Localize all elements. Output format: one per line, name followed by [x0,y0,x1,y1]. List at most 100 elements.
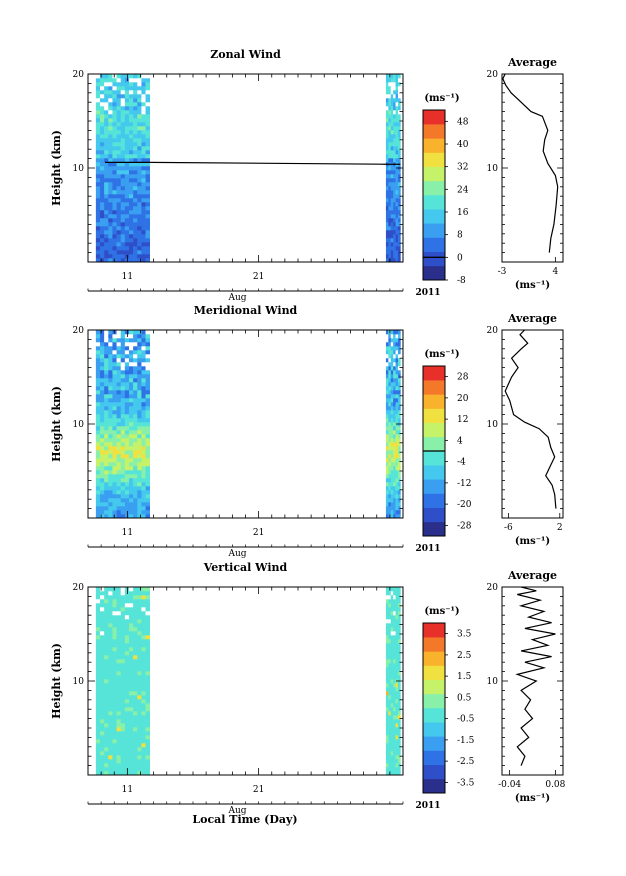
colorbar-tick-label: -2.5 [457,757,475,767]
heatmap-cell [120,410,126,415]
heatmap-cell [393,358,396,363]
heatmap-cell [112,703,117,708]
heatmap-cell [112,767,117,772]
heatmap-cell [388,647,392,652]
heatmap-cell [145,422,150,427]
heatmap-cell [141,735,146,740]
heatmap-cell [95,102,101,107]
colorbar-swatch [423,408,445,423]
heatmap-cell [128,414,134,419]
heatmap-cell [141,763,146,768]
heatmap-cell [124,350,130,355]
heatmap-cell [120,751,126,756]
heatmap-cell [112,110,117,115]
heatmap-cell [393,595,396,600]
heatmap-cell [133,631,138,636]
heatmap-cell [120,230,126,235]
heatmap-cell [390,603,394,608]
heatmap-cell [137,218,142,223]
heatmap-cell [385,695,389,700]
heatmap-cell [393,382,396,387]
heatmap-cell [137,178,142,183]
heatmap-cell [388,210,392,215]
heatmap-cell [133,462,138,467]
heatmap-cell [112,735,117,740]
heatmap-cell [390,174,394,179]
x-tick-label: 11 [122,528,133,538]
heatmap-cell [145,623,150,628]
heatmap-cell [100,374,105,379]
heatmap-cell [141,647,146,652]
heatmap-cell [133,186,138,191]
heatmap-cell [388,755,392,760]
heatmap-cell [116,607,122,612]
heatmap-cell [397,707,401,712]
heatmap-cell [137,82,142,87]
colorbar-swatch [423,436,445,452]
heatmap-cell [120,663,126,668]
heatmap-cell [120,154,126,159]
heatmap-cell [112,510,117,515]
heatmap-cell [141,410,146,415]
heatmap-cell [141,414,146,419]
heatmap-cell [393,226,396,231]
heatmap-cell [390,190,394,195]
heatmap-cell [395,82,399,87]
heatmap-cell [393,603,396,608]
heatmap-cell [133,82,138,87]
heatmap-cell [104,206,109,211]
heatmap-cell [385,382,389,387]
heatmap-cell [133,679,138,684]
heatmap-cell [108,743,113,748]
heatmap-cell [393,362,396,367]
heatmap-cell [397,643,401,648]
heatmap-cell [385,506,389,511]
heatmap-cell [128,607,134,612]
heatmap-cell [390,763,394,768]
heatmap-cell [104,182,109,187]
year-label: 2011 [415,288,440,298]
heatmap-cell [397,242,401,247]
heatmap-cell [100,226,105,231]
heatmap-cell [133,414,138,419]
heatmap-cell [128,691,134,696]
heatmap-cell [108,98,113,103]
heatmap-cell [397,386,401,391]
heatmap-cell [120,502,126,507]
heatmap-cell [95,615,101,620]
heatmap-cell [385,723,389,728]
heatmap-cell [390,663,394,668]
heatmap-cell [120,350,126,355]
heatmap-cell [120,370,126,375]
heatmap-cell [145,78,150,83]
heatmap-cell [108,382,113,387]
heatmap-cell [112,603,117,608]
heatmap-cell [108,162,113,167]
heatmap-cell [395,442,399,447]
heatmap-cell [112,378,117,383]
heatmap-cell [385,390,389,395]
heatmap-cell [390,643,394,648]
heatmap-cell [120,90,126,95]
heatmap-cell [137,474,142,479]
heatmap-cell [100,474,105,479]
heatmap-cell [388,230,392,235]
heatmap-cell [108,230,113,235]
heatmap-cell [116,142,122,147]
heatmap-cell [395,747,399,752]
heatmap-cell [395,506,399,511]
heatmap-cell [124,98,130,103]
heatmap-cell [95,683,101,688]
heatmap-cell [100,238,105,243]
heatmap-cell [104,394,109,399]
heatmap-cell [133,671,138,676]
heatmap-cell [116,591,122,596]
heatmap-cell [95,667,101,672]
heatmap-cell [112,771,117,776]
heatmap-cell [124,154,130,159]
heatmap-cell [137,651,142,656]
heatmap-cell [95,651,101,656]
heatmap-cells [95,330,401,519]
heatmap-cell [112,82,117,87]
